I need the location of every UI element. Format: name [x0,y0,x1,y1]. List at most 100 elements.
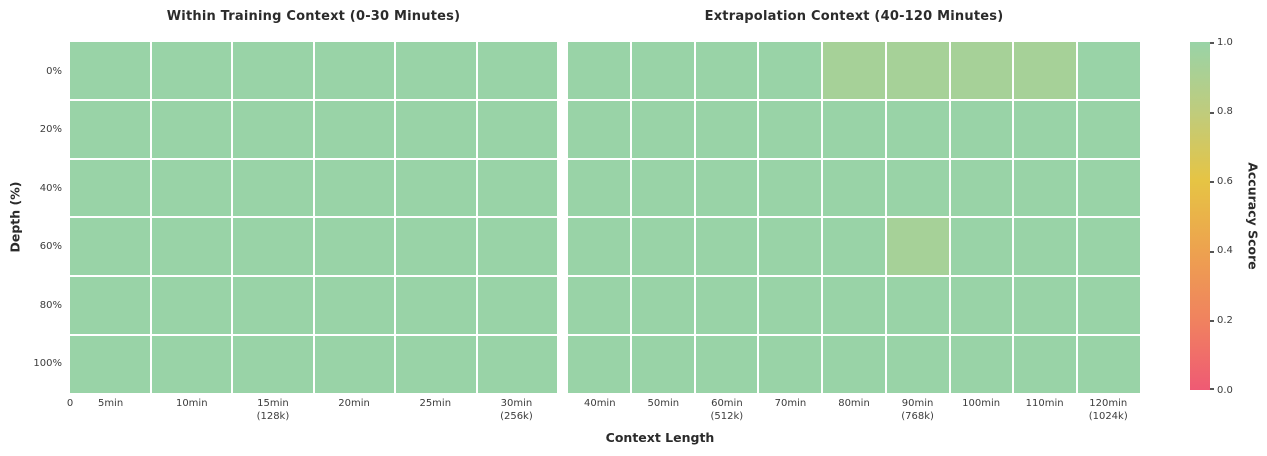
heatmap-cell [314,336,394,393]
colorbar-gradient [1190,42,1210,390]
colorbar-tick-mark [1210,320,1214,323]
x-tick-label: 5min [97,398,124,409]
heatmap-cell [151,42,231,99]
heatmap-cell [233,277,313,335]
heatmap-cell [396,42,476,99]
heatmap-cell [631,159,694,217]
colorbar-tick-mark [1210,111,1214,114]
heatmap-cell [151,100,231,158]
heatmap-cell [631,277,694,335]
heatmap-cell [823,159,885,217]
colorbar-tick-mark [1210,388,1214,390]
colorbar-tick-label: 0.0 [1217,384,1233,396]
heatmap-cell [1078,159,1140,217]
heatmap-cell [314,277,394,335]
heatmap-cell [886,336,949,393]
heatmap-cell [759,42,822,99]
heatmap-cell [1014,218,1077,276]
heatmap-cell [151,336,231,393]
x-tick-label: 100min [962,398,1001,409]
heatmap-cell [568,100,630,158]
colorbar-tick-label: 0.6 [1217,175,1233,187]
x-tick-label: 50min [647,398,680,409]
heatmap-cell [70,100,150,158]
heatmap-cell [1078,277,1140,335]
heatmap-cell [568,336,630,393]
heatmap-cell [396,336,476,393]
heatmap-cell [568,218,630,276]
heatmap-cell [695,336,758,393]
heatmap-cell [759,336,822,393]
x-axis-label: Context Length [605,430,715,445]
colorbar-tick-label: 0.2 [1217,314,1233,326]
heatmap-cell [950,336,1013,393]
heatmap-cell [477,42,557,99]
colorbar-tick-mark [1210,42,1214,44]
heatmap-cell [631,100,694,158]
x-tick-label: 110min [1025,398,1064,409]
colorbar-tick-mark [1210,181,1214,184]
heatmap-cell [568,42,630,99]
heatmap-cell [950,42,1013,99]
heatmap-cell [70,42,150,99]
heatmap-cell [70,218,150,276]
y-tick-label: 80% [39,299,62,311]
x-tick-label-origin: 0 [66,398,74,409]
x-tick-label: 10min [175,398,208,409]
heatmap-cell [886,277,949,335]
heatmap-cell [396,100,476,158]
x-tick-label: 120min (1024k) [1088,398,1128,422]
heatmap-cell [759,218,822,276]
heatmap-cell [233,336,313,393]
x-tick-label: 80min [838,398,870,409]
heatmap-cell [233,42,313,99]
colorbar-tick-mark [1210,250,1214,253]
heatmap-cell [1078,100,1140,158]
heatmap-cell [233,100,313,158]
heatmap-cell [151,159,231,217]
heatmap-cell [233,218,313,276]
heatmap-cell [823,218,885,276]
heatmap-cell [631,336,694,393]
heatmap-cell [886,159,949,217]
heatmap-cell [70,277,150,335]
heatmap-cell [477,336,557,393]
heatmap-cell [1078,218,1140,276]
x-tick-label: 15min (128k) [256,398,290,422]
heatmap-cell [695,277,758,335]
heatmap-cell [568,277,630,335]
x-tick-label: 25min [419,398,452,409]
heatmap-cell [695,218,758,276]
heatmap-cell [631,42,694,99]
left-panel-title: Within Training Context (0-30 Minutes) [166,9,461,24]
x-tick-label: 90min (768k) [901,398,934,422]
heatmap-cell [759,277,822,335]
y-tick-label: 60% [39,241,62,253]
colorbar-tick-label: 0.4 [1217,245,1233,257]
heatmap-cell [477,159,557,217]
heatmap-cell [1014,100,1077,158]
heatmap-cell [823,100,885,158]
heatmap-cell [396,277,476,335]
heatmap-cell [950,159,1013,217]
heatmap-cell [950,218,1013,276]
heatmap-left-panel [70,42,557,393]
heatmap-cell [759,159,822,217]
y-tick-label: 0% [46,65,62,77]
heatmap-cell [314,159,394,217]
heatmap-cell [151,277,231,335]
heatmap-cell [950,100,1013,158]
heatmap-cell [396,159,476,217]
heatmap-cell [631,218,694,276]
heatmap-cell [695,100,758,158]
heatmap-cell [314,218,394,276]
heatmap-cell [1014,336,1077,393]
colorbar-label: Accuracy Score [1245,162,1261,270]
heatmap-cell [886,218,949,276]
heatmap-cell [568,159,630,217]
heatmap-cell [70,159,150,217]
heatmap-cell [886,100,949,158]
heatmap-cell [1014,159,1077,217]
heatmap-cell [823,336,885,393]
heatmap-right-panel [568,42,1140,393]
